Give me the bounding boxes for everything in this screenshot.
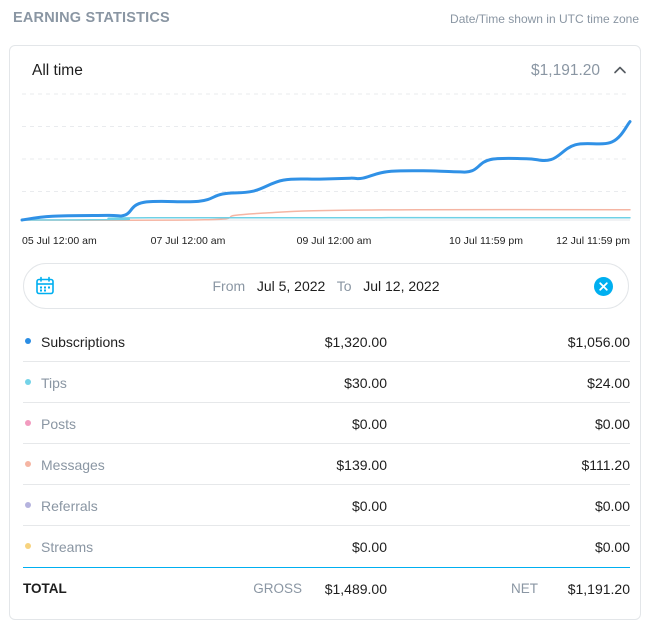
row-net: $1,056.00	[567, 334, 630, 350]
row-name: Messages	[41, 457, 105, 473]
x-tick-label: 07 Jul 12:00 am	[151, 235, 226, 247]
row-net: $0.00	[594, 498, 630, 514]
period-label: All time	[32, 62, 83, 79]
row-gross: $0.00	[351, 539, 387, 555]
stats-header: EARNING STATISTICS Date/Time shown in UT…	[13, 10, 639, 30]
posts-dot-icon	[25, 420, 31, 426]
streams-dot-icon	[25, 543, 31, 549]
section-title: EARNING STATISTICS	[13, 10, 170, 26]
series-line-tips	[21, 216, 631, 221]
row-messages[interactable]: Messages $139.00 $111.20	[23, 444, 630, 485]
earnings-line-chart: 05 Jul 12:00 am 07 Jul 12:00 am 09 Jul 12:…	[20, 93, 632, 247]
messages-dot-icon	[25, 461, 31, 467]
row-gross: $30.00	[344, 375, 387, 391]
row-gross: $0.00	[351, 498, 387, 514]
x-tick-label: 09 Jul 12:00 am	[297, 235, 372, 247]
net-label: NET	[511, 581, 538, 596]
from-label: From	[212, 278, 246, 294]
row-posts[interactable]: Posts $0.00 $0.00	[23, 403, 630, 444]
date-range-text[interactable]: From Jul 5, 2022 To Jul 12, 2022	[24, 278, 628, 294]
row-gross: $0.00	[351, 416, 387, 432]
row-name: Posts	[41, 416, 77, 432]
row-name: Subscriptions	[41, 334, 126, 350]
x-tick-label: 10 Jul 11:59 pm	[449, 235, 523, 247]
totals-row: TOTAL GROSS $1,489.00 NET $1,191.20	[23, 567, 630, 607]
row-net: $0.00	[594, 416, 630, 432]
series-line-subscriptions	[20, 120, 632, 222]
gross-total: $1,489.00	[324, 581, 387, 597]
row-gross: $1,320.00	[324, 334, 387, 350]
earnings-breakdown: Subscriptions $1,320.00 $1,056.00 Tips $…	[23, 321, 630, 567]
calendar-icon[interactable]	[35, 276, 55, 296]
net-total: $1,191.20	[567, 581, 630, 597]
series-line-messages	[21, 208, 631, 222]
tips-dot-icon	[25, 379, 31, 385]
row-streams[interactable]: Streams $0.00 $0.00	[23, 526, 630, 567]
to-label: To	[336, 278, 352, 294]
chevron-up-icon[interactable]	[612, 62, 628, 78]
date-range-bar: From Jul 5, 2022 To Jul 12, 2022	[23, 263, 629, 309]
close-icon[interactable]	[594, 277, 613, 296]
to-date: Jul 12, 2022	[363, 278, 440, 294]
row-name: Tips	[41, 375, 67, 391]
subscriptions-dot-icon	[25, 338, 31, 344]
x-tick-label: 12 Jul 11:59 pm	[556, 235, 630, 247]
period-total-amount: $1,191.20	[531, 62, 600, 79]
x-tick-label: 05 Jul 12:00 am	[22, 235, 97, 247]
row-referrals[interactable]: Referrals $0.00 $0.00	[23, 485, 630, 526]
row-net: $0.00	[594, 539, 630, 555]
row-name: Referrals	[41, 498, 98, 514]
from-date: Jul 5, 2022	[256, 278, 326, 294]
row-net: $24.00	[587, 375, 630, 391]
earnings-card: All time $1,191.20 05 Jul 12:00 am 07 Jul…	[9, 45, 641, 620]
timezone-note: Date/Time shown in UTC time zone	[450, 12, 639, 26]
row-subscriptions[interactable]: Subscriptions $1,320.00 $1,056.00	[23, 321, 630, 362]
earnings-chart: 05 Jul 12:00 am 07 Jul 12:00 am 09 Jul 12:…	[20, 82, 632, 268]
row-name: Streams	[41, 539, 94, 555]
row-tips[interactable]: Tips $30.00 $24.00	[23, 362, 630, 403]
gross-label: GROSS	[253, 581, 302, 596]
referrals-dot-icon	[25, 502, 31, 508]
row-net: $111.20	[581, 457, 630, 473]
total-label: TOTAL	[23, 581, 67, 596]
row-gross: $139.00	[336, 457, 387, 473]
period-toggle[interactable]: All time $1,191.20	[10, 46, 640, 94]
